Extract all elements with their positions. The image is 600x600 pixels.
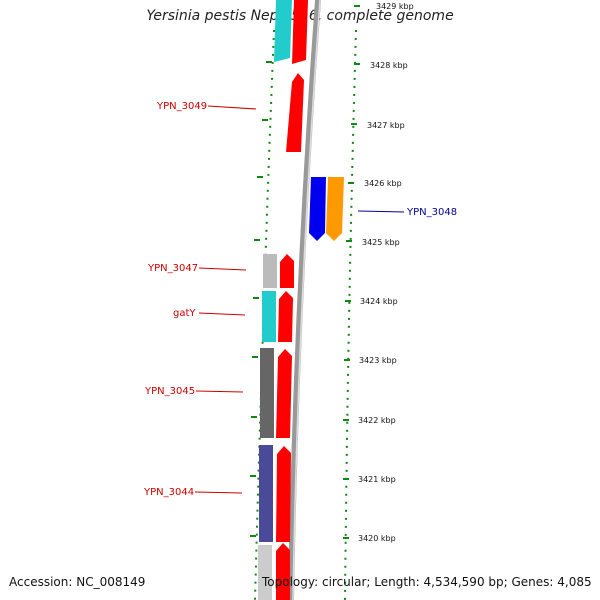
scale-ticks — [343, 5, 360, 539]
scale-label-3425: 3425 kbp — [362, 238, 400, 247]
genome-backbone — [288, 0, 321, 600]
scale-label-3421: 3421 kbp — [358, 475, 396, 484]
gene-gaty-cyan[interactable] — [262, 291, 276, 342]
inner-track-ticks — [250, 61, 272, 537]
scale-label-3420: 3420 kbp — [358, 534, 396, 543]
gene-ypn3045-red[interactable] — [276, 349, 292, 438]
scale-labels: 3429 kbp 3428 kbp 3427 kbp 3426 kbp 3425… — [358, 2, 414, 543]
accession-text: Accession: NC_008149 — [9, 575, 146, 589]
scale-label-3426: 3426 kbp — [364, 179, 402, 188]
label-ypn3049: YPN_3049 — [156, 101, 207, 112]
gene-ypn3047-grey[interactable] — [263, 254, 277, 288]
gene-bottom-red[interactable] — [276, 543, 290, 600]
label-ypn3044: YPN_3044 — [143, 487, 194, 498]
gene-ypn3044-navy[interactable] — [259, 445, 273, 542]
scale-label-3422: 3422 kbp — [358, 416, 396, 425]
gene-bottom-grey[interactable] — [258, 545, 272, 600]
gene-ypn3048-blue[interactable] — [309, 177, 326, 241]
label-ypn3047: YPN_3047 — [147, 263, 198, 274]
inner-gc-track — [254, 29, 275, 600]
gene-labels: YPN_3049 YPN_3048 YPN_3047 gatY YPN_3045… — [143, 101, 457, 498]
gene-ypn3048-orange[interactable] — [326, 177, 344, 241]
label-ypn3048: YPN_3048 — [406, 207, 457, 218]
scale-label-3428: 3428 kbp — [370, 61, 408, 70]
outer-gc-track — [344, 29, 357, 600]
gene-ypn3049[interactable] — [286, 73, 304, 152]
gene-ypn3045-grey[interactable] — [260, 348, 274, 438]
gene-top-cyan[interactable] — [274, 0, 292, 62]
scale-label-3424: 3424 kbp — [360, 297, 398, 306]
scale-label-3429: 3429 kbp — [376, 2, 414, 11]
scale-label-3423: 3423 kbp — [359, 356, 397, 365]
label-gaty: gatY — [173, 308, 196, 319]
gene-features[interactable] — [258, 0, 344, 600]
gene-top-red[interactable] — [292, 0, 308, 64]
gene-ypn3044-red[interactable] — [276, 446, 291, 542]
topology-text: Topology: circular; Length: 4,534,590 bp… — [262, 575, 592, 589]
scale-label-3427: 3427 kbp — [367, 121, 405, 130]
label-ypn3045: YPN_3045 — [144, 386, 195, 397]
gene-ypn3047-red[interactable] — [280, 254, 294, 288]
label-leaders — [194, 105, 405, 494]
gene-gaty-red[interactable] — [278, 291, 293, 342]
